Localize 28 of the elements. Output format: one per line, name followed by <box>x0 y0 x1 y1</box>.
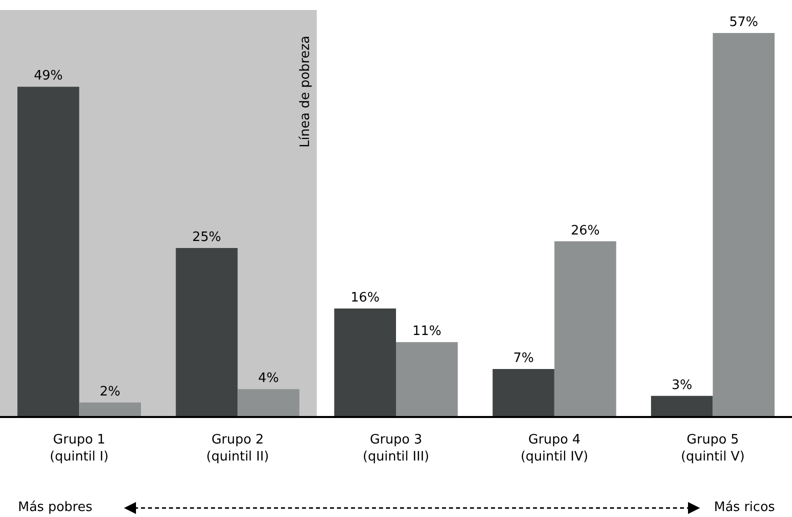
x-tick-label: Grupo 3 (quintil III) <box>362 432 430 464</box>
x-tick-label: Grupo 1 (quintil I) <box>50 432 109 464</box>
data-label: 26% <box>570 223 600 238</box>
x-tick-label: Grupo 2 (quintil II) <box>206 432 269 464</box>
bar <box>492 368 554 416</box>
bar <box>712 32 775 416</box>
bar <box>396 342 458 416</box>
data-label: 4% <box>258 371 279 386</box>
bar <box>554 241 616 416</box>
data-label: 49% <box>34 68 63 84</box>
data-label: 57% <box>729 14 758 30</box>
bar <box>334 308 396 416</box>
data-label: 11% <box>412 324 442 340</box>
data-label: 2% <box>100 384 120 400</box>
x-tick-label: Grupo 4 (quintil IV) <box>520 432 588 464</box>
bar <box>651 396 713 416</box>
data-label: 7% <box>513 350 534 366</box>
text: Más ricos <box>714 500 776 515</box>
text: Más pobres <box>18 500 93 515</box>
data-label: 3% <box>672 378 692 393</box>
bar <box>238 389 300 416</box>
bar <box>79 402 141 416</box>
data-label: 25% <box>192 230 222 246</box>
data-label: 16% <box>350 290 380 306</box>
bar <box>17 86 80 416</box>
x-tick-label: Grupo 5 (quintil V) <box>680 432 745 464</box>
bar <box>176 248 238 416</box>
band-label: Línea de pobreza <box>298 36 314 148</box>
